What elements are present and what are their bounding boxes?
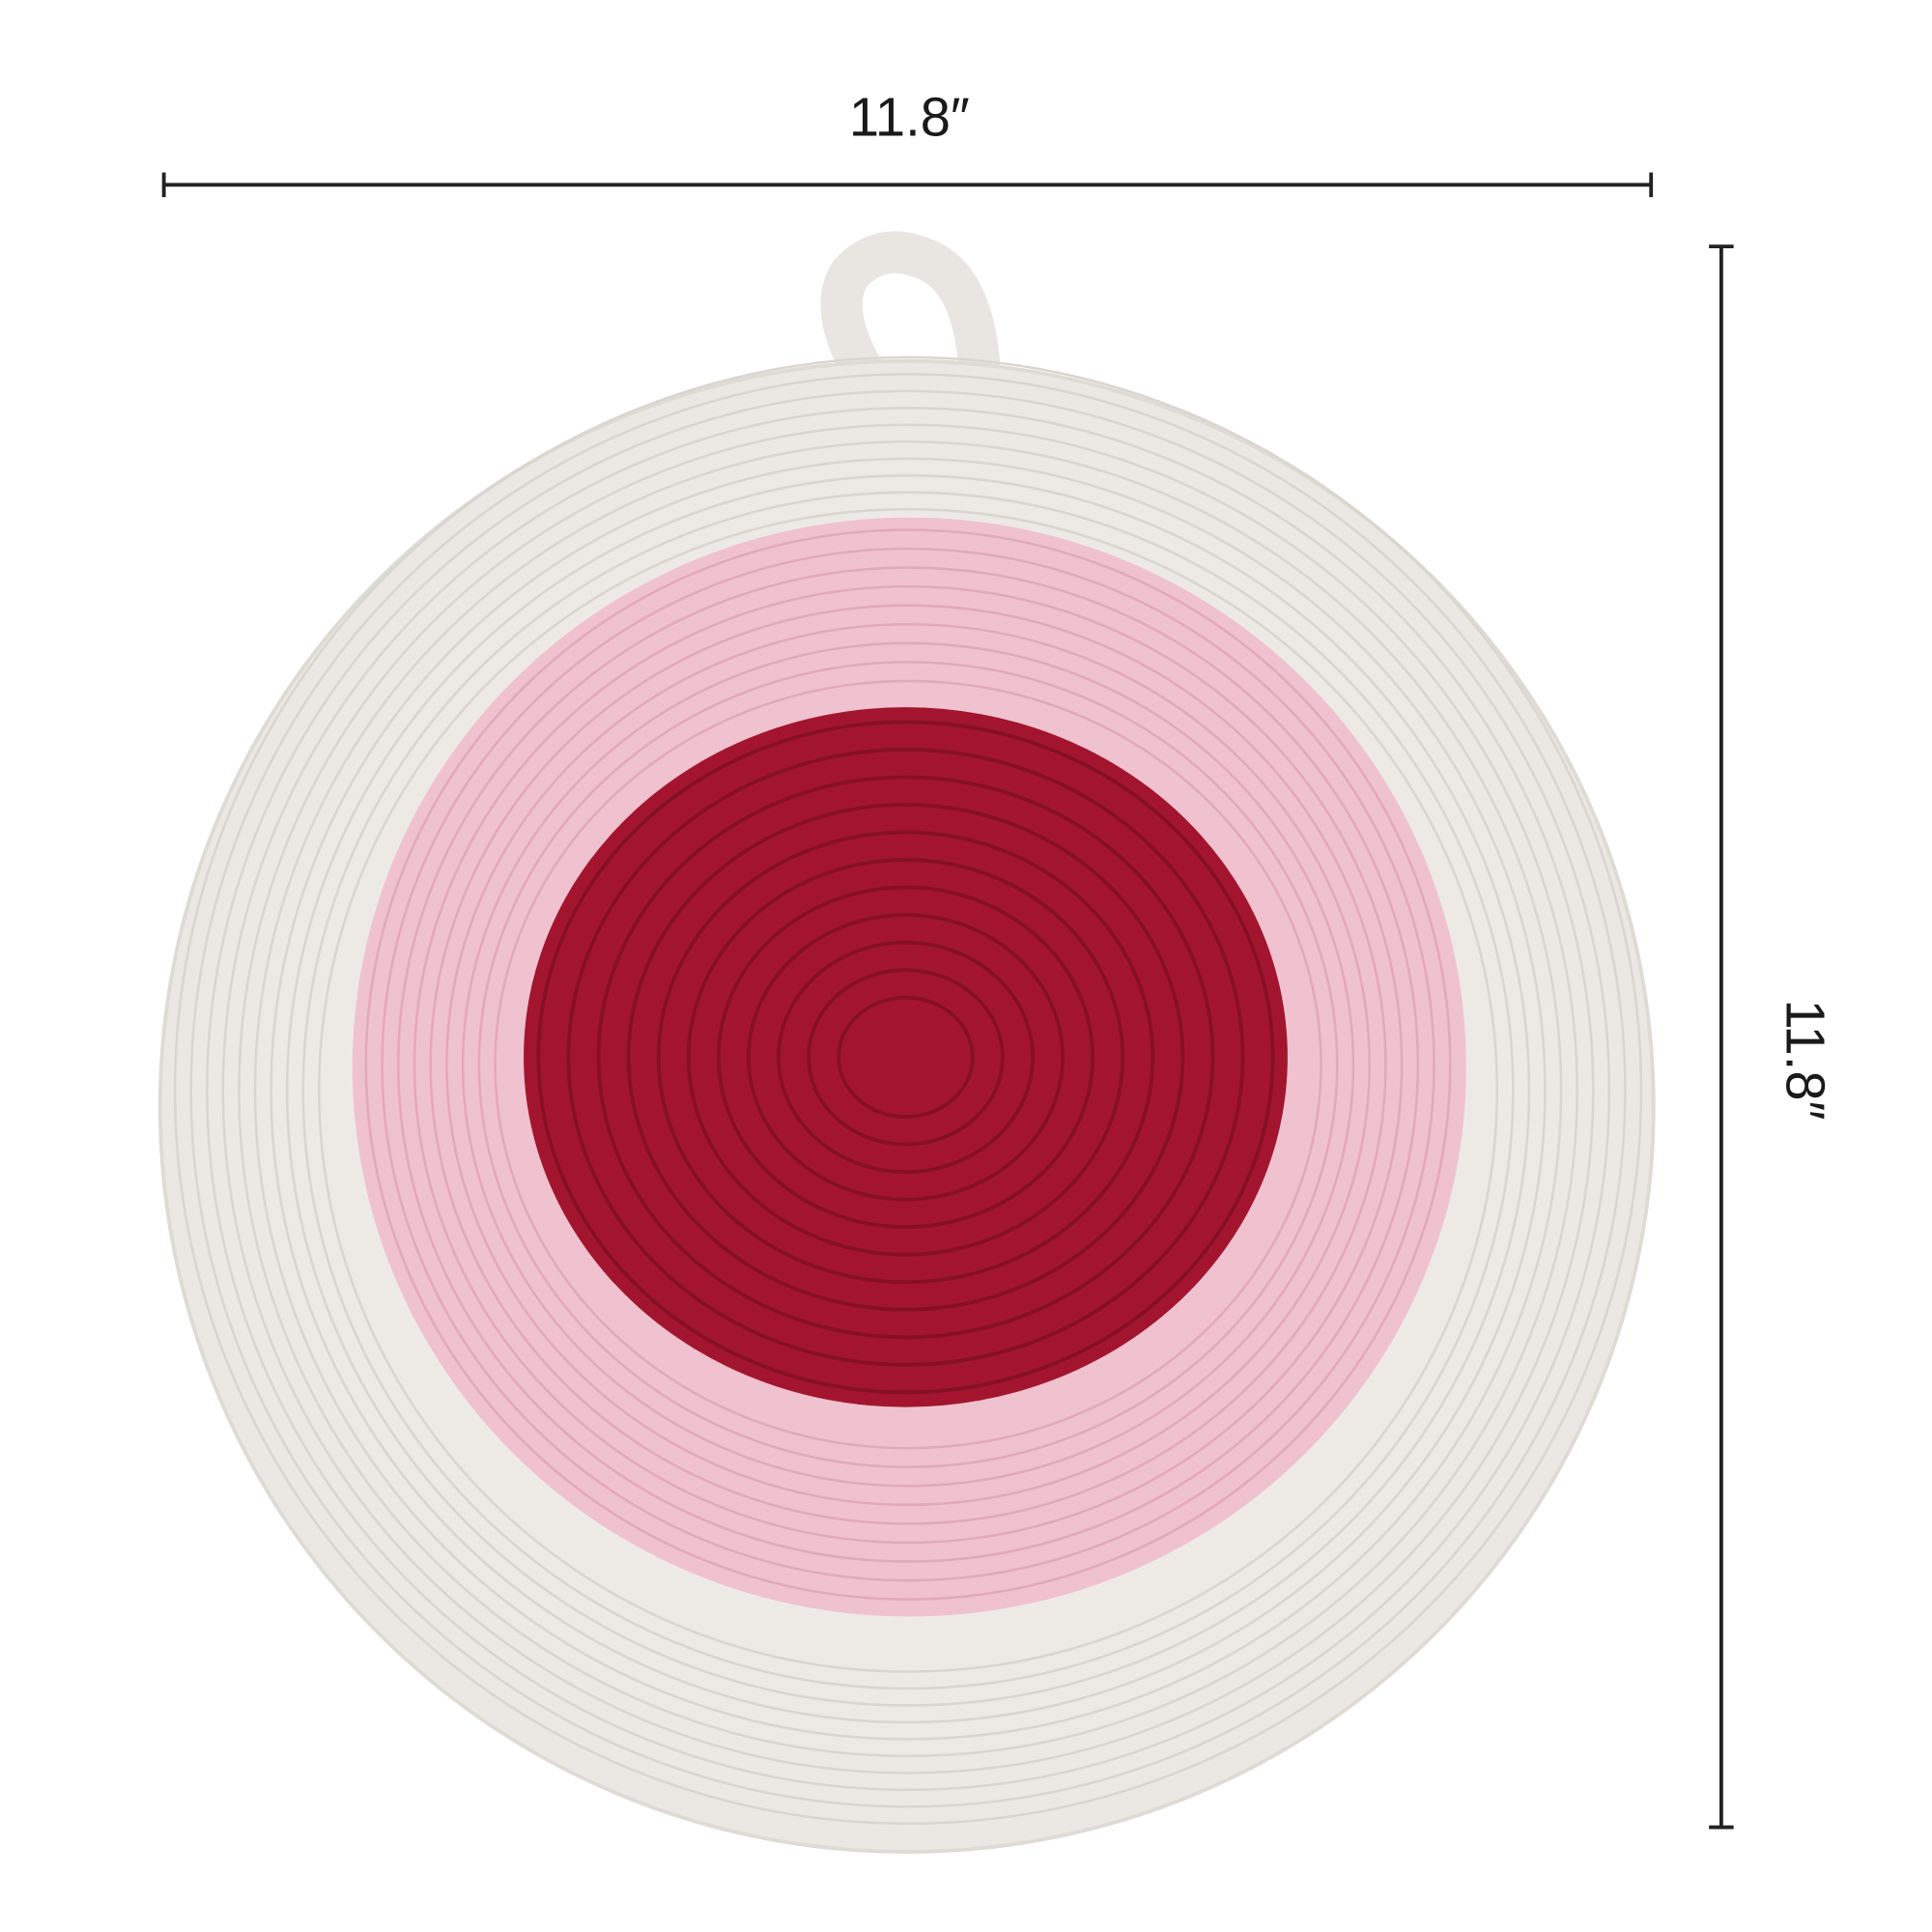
rope-ring [656, 830, 1155, 1285]
rope-ring [381, 547, 1435, 1582]
mat-red-center [524, 707, 1288, 1407]
rope-rings [536, 720, 1275, 1395]
rope-ring [494, 679, 1322, 1450]
rope-ring [747, 913, 1065, 1202]
rope-ring [686, 858, 1125, 1257]
rope-ring [566, 748, 1245, 1367]
rope-ring [807, 968, 1005, 1147]
rope-ring [477, 661, 1339, 1468]
width-label: 11.8″ [849, 86, 970, 147]
rope-rings [173, 355, 1643, 1826]
rope-ring [318, 507, 1499, 1673]
rope-ring [221, 407, 1595, 1775]
rope-ring [206, 389, 1611, 1792]
rope-ring [837, 995, 975, 1119]
height-label: 11.8″ [1775, 999, 1835, 1120]
rope-ring [596, 775, 1215, 1340]
hanging-loop [820, 231, 1001, 391]
rope-ring [445, 622, 1371, 1507]
rope-ring [364, 528, 1452, 1601]
rope-ring [253, 440, 1563, 1741]
rope-ring [173, 355, 1643, 1826]
rope-ring [536, 720, 1275, 1395]
rope-ring [189, 373, 1627, 1808]
rope-ring [301, 491, 1515, 1690]
rope-ring [285, 473, 1531, 1707]
rope-ring [270, 457, 1547, 1724]
rope-ring [238, 423, 1578, 1758]
rope-ring [716, 885, 1095, 1230]
rope-ring [777, 940, 1035, 1175]
rope-ring [412, 584, 1404, 1545]
rope-rings [364, 528, 1452, 1601]
rope-ring [396, 566, 1420, 1563]
rope-ring [429, 604, 1387, 1525]
rope-ring [626, 803, 1185, 1312]
rope-ring [461, 641, 1355, 1488]
